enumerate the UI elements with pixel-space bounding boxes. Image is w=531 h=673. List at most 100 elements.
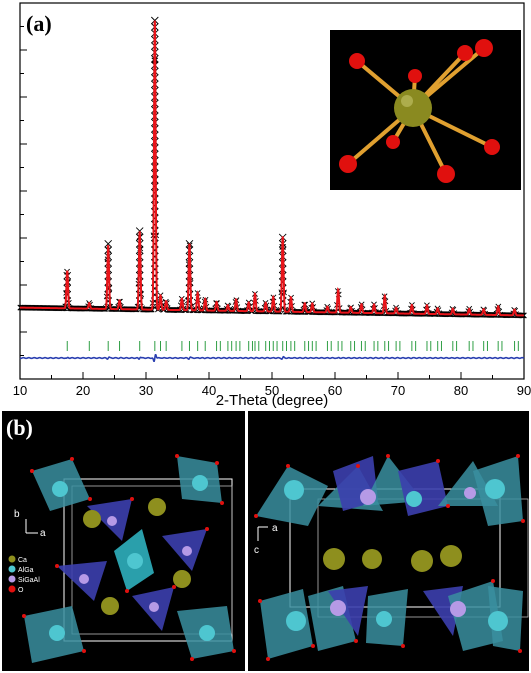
observed-point [151, 195, 159, 203]
observed-point [521, 312, 527, 319]
x-tick-label: 30 [139, 383, 153, 398]
axis-indicator: b a [14, 509, 46, 539]
ca-atom [83, 510, 101, 528]
axis-c-label: c [254, 545, 259, 556]
x-tick-label: 50 [265, 383, 279, 398]
oxygen-atom [339, 155, 357, 173]
alga-atom [199, 625, 215, 641]
x-axis-title: 2-Theta (degree) [216, 392, 329, 409]
observed-point [135, 227, 144, 235]
observed-point [104, 239, 113, 248]
observed-point [151, 227, 159, 235]
oxygen-atom [475, 39, 493, 57]
x-tick-label: 40 [202, 383, 216, 398]
sigaal-atom [149, 602, 159, 612]
alga-atom [49, 625, 65, 641]
alga-atom [284, 480, 304, 500]
observed-point [151, 182, 159, 191]
alga-atom [488, 611, 508, 631]
oxygen-atom [437, 165, 455, 183]
calcium-center-atom [394, 89, 432, 127]
sigaal-atom [450, 601, 466, 617]
sigaal-atom [79, 574, 89, 584]
observed-point [151, 214, 159, 223]
observed-point [151, 188, 159, 197]
observed-point [151, 176, 159, 184]
sigaal-atom [107, 516, 117, 526]
x-axis-ticks [19, 372, 525, 379]
ca-atom [362, 549, 382, 569]
atom-highlight [401, 95, 413, 107]
observed-point [151, 220, 159, 229]
ca-atom [101, 597, 119, 615]
ca-atom [173, 570, 191, 588]
sigaal-atom [182, 546, 192, 556]
observed-point [278, 284, 287, 293]
legend-swatch-o [8, 585, 16, 593]
alga-atom [192, 475, 208, 491]
oxygen-atom [484, 139, 500, 155]
ca-atom [323, 548, 345, 570]
x-tick-label: 60 [328, 383, 342, 398]
atom-legend: Ca AlGa SiGaAl O [8, 555, 40, 594]
oxygen-atom [349, 53, 365, 69]
structure-view-right: a c [248, 411, 529, 671]
difference-line [19, 353, 525, 362]
alga-atom [127, 553, 143, 569]
alga-atom [286, 611, 306, 631]
observed-point [151, 201, 159, 210]
difference-curve-series [19, 353, 525, 362]
oxygen-atom [408, 69, 422, 83]
alga-atom [52, 481, 68, 497]
panel-a-label: (a) [26, 11, 52, 36]
legend-label-alga: AlGa [18, 567, 34, 574]
x-tick-label: 90 [517, 383, 531, 398]
oxygen-atoms [254, 454, 525, 661]
sigaal-atom [360, 489, 376, 505]
panel-b-label: (b) [6, 415, 33, 440]
observed-point [104, 284, 113, 293]
axis-a-label: a [272, 523, 278, 534]
legend-label-o: O [18, 587, 24, 594]
ca-atom [440, 545, 462, 567]
observed-point [151, 16, 159, 25]
axis-a-label: a [40, 528, 46, 539]
observed-point [185, 284, 194, 293]
alga-atom [485, 479, 505, 499]
ca-atom [411, 550, 433, 572]
oxygen-atoms [22, 454, 236, 661]
alga-atom [376, 611, 392, 627]
ca-atom [148, 498, 166, 516]
y-axis-ticks [20, 26, 27, 356]
x-axis-tick-labels: 10 20 30 40 50 60 70 80 90 [13, 383, 531, 398]
legend-label-sigaal: SiGaAl [18, 577, 40, 584]
unit-cell-outline-back [71, 485, 233, 635]
xrd-rietveld-chart: (a) 10 20 30 40 50 60 70 80 90 2-Theta (degree) [13, 2, 531, 409]
x-tick-label: 10 [13, 383, 27, 398]
sigaal-atom [464, 487, 476, 499]
axis-b-label: b [14, 509, 20, 520]
observed-point [151, 208, 159, 216]
legend-swatch-alga [8, 565, 16, 573]
legend-label-ca: Ca [18, 557, 27, 564]
oxygen-atom [457, 45, 473, 61]
legend-swatch-sigaal [8, 575, 16, 583]
observed-point [185, 278, 194, 286]
observed-point [63, 291, 72, 299]
alga-atom [406, 491, 422, 507]
sigaal-tetrahedron [328, 586, 368, 636]
x-tick-label: 80 [454, 383, 468, 398]
oxygen-atom [386, 135, 400, 149]
observed-point [104, 278, 113, 286]
legend-swatch-ca [8, 555, 16, 563]
x-tick-label: 20 [76, 383, 90, 398]
calculated-line [20, 20, 524, 317]
bragg-positions-series [66, 341, 519, 351]
x-tick-label: 70 [391, 383, 405, 398]
coordination-inset [330, 30, 521, 190]
observed-point [135, 278, 144, 286]
axis-indicator: a c [254, 523, 278, 556]
sigaal-atom [330, 600, 346, 616]
observed-point [278, 278, 287, 286]
calculated-profile-series [20, 20, 524, 317]
